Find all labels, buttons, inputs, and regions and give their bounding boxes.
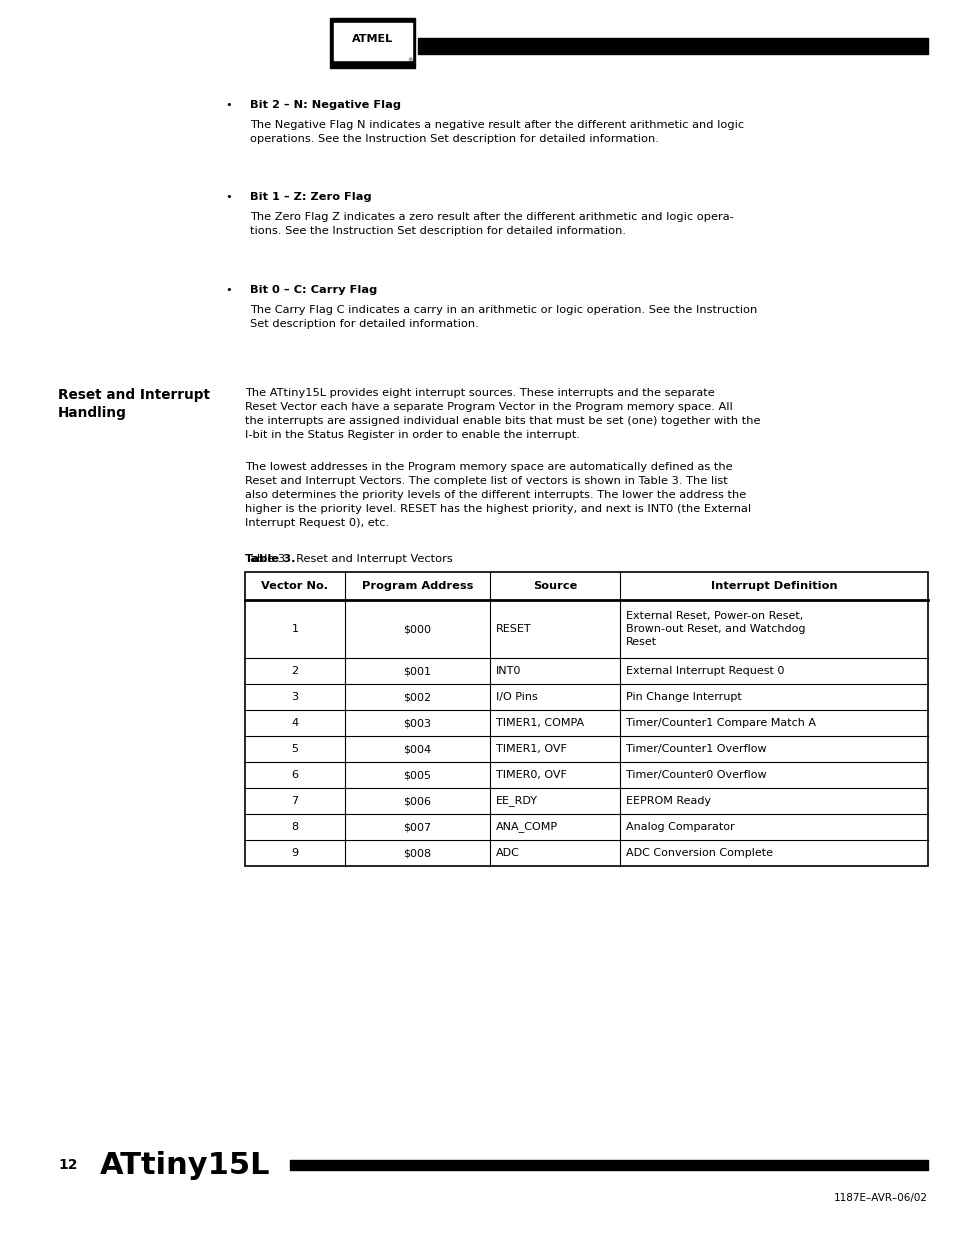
Text: $004: $004 <box>403 743 431 755</box>
Text: ADC: ADC <box>496 848 519 858</box>
Text: Timer/Counter1 Overflow: Timer/Counter1 Overflow <box>625 743 766 755</box>
Text: •: • <box>225 285 232 295</box>
Bar <box>245 572 927 866</box>
Text: 2: 2 <box>291 666 298 676</box>
Text: $005: $005 <box>403 769 431 781</box>
Text: 6: 6 <box>292 769 298 781</box>
Text: 12: 12 <box>58 1158 77 1172</box>
Text: $008: $008 <box>403 848 431 858</box>
Text: $001: $001 <box>403 666 431 676</box>
Text: ADC Conversion Complete: ADC Conversion Complete <box>625 848 772 858</box>
Text: Source: Source <box>533 580 577 592</box>
Text: Bit 0 – C: Carry Flag: Bit 0 – C: Carry Flag <box>250 285 376 295</box>
Text: $002: $002 <box>403 692 431 701</box>
Text: The Negative Flag N indicates a negative result after the different arithmetic a: The Negative Flag N indicates a negative… <box>250 120 743 144</box>
Text: Pin Change Interrupt: Pin Change Interrupt <box>625 692 741 701</box>
Text: TIMER0, OVF: TIMER0, OVF <box>496 769 566 781</box>
Text: $003: $003 <box>403 718 431 727</box>
Text: RESET: RESET <box>496 624 531 634</box>
Text: ATMEL: ATMEL <box>352 35 393 44</box>
Text: $007: $007 <box>403 823 431 832</box>
Text: The Zero Flag Z indicates a zero result after the different arithmetic and logic: The Zero Flag Z indicates a zero result … <box>250 212 733 236</box>
Text: Analog Comparator: Analog Comparator <box>625 823 734 832</box>
Text: External Interrupt Request 0: External Interrupt Request 0 <box>625 666 783 676</box>
Text: Table 3.  Reset and Interrupt Vectors: Table 3. Reset and Interrupt Vectors <box>245 555 453 564</box>
Text: INT0: INT0 <box>496 666 521 676</box>
Text: 7: 7 <box>291 797 298 806</box>
Text: The Carry Flag C indicates a carry in an arithmetic or logic operation. See the : The Carry Flag C indicates a carry in an… <box>250 305 757 329</box>
Text: 8: 8 <box>291 823 298 832</box>
Text: ANA_COMP: ANA_COMP <box>496 821 558 832</box>
Text: Interrupt Definition: Interrupt Definition <box>710 580 837 592</box>
Text: ®: ® <box>407 58 413 63</box>
Text: External Reset, Power-on Reset,
Brown-out Reset, and Watchdog
Reset: External Reset, Power-on Reset, Brown-ou… <box>625 611 804 647</box>
Text: Reset and Interrupt
Handling: Reset and Interrupt Handling <box>58 388 210 420</box>
Text: The ATtiny15L provides eight interrupt sources. These interrupts and the separat: The ATtiny15L provides eight interrupt s… <box>245 388 760 440</box>
Text: 9: 9 <box>291 848 298 858</box>
Text: The lowest addresses in the Program memory space are automatically defined as th: The lowest addresses in the Program memo… <box>245 462 750 529</box>
Text: Timer/Counter1 Compare Match A: Timer/Counter1 Compare Match A <box>625 718 815 727</box>
Text: I/O Pins: I/O Pins <box>496 692 537 701</box>
Text: 1187E–AVR–06/02: 1187E–AVR–06/02 <box>833 1193 927 1203</box>
Text: Bit 2 – N: Negative Flag: Bit 2 – N: Negative Flag <box>250 100 400 110</box>
Text: $000: $000 <box>403 624 431 634</box>
Text: TIMER1, COMPA: TIMER1, COMPA <box>496 718 583 727</box>
Text: Bit 1 – Z: Zero Flag: Bit 1 – Z: Zero Flag <box>250 191 372 203</box>
Text: Timer/Counter0 Overflow: Timer/Counter0 Overflow <box>625 769 766 781</box>
Text: EE_RDY: EE_RDY <box>496 795 537 806</box>
Text: Vector No.: Vector No. <box>261 580 328 592</box>
Text: $006: $006 <box>403 797 431 806</box>
Text: EEPROM Ready: EEPROM Ready <box>625 797 710 806</box>
Text: TIMER1, OVF: TIMER1, OVF <box>496 743 566 755</box>
Text: Program Address: Program Address <box>361 580 473 592</box>
Text: •: • <box>225 191 232 203</box>
Text: 5: 5 <box>292 743 298 755</box>
Text: 4: 4 <box>291 718 298 727</box>
Text: •: • <box>225 100 232 110</box>
Text: 3: 3 <box>292 692 298 701</box>
Text: Table 3.: Table 3. <box>245 555 295 564</box>
Text: ATtiny15L: ATtiny15L <box>100 1151 271 1179</box>
Text: 1: 1 <box>292 624 298 634</box>
